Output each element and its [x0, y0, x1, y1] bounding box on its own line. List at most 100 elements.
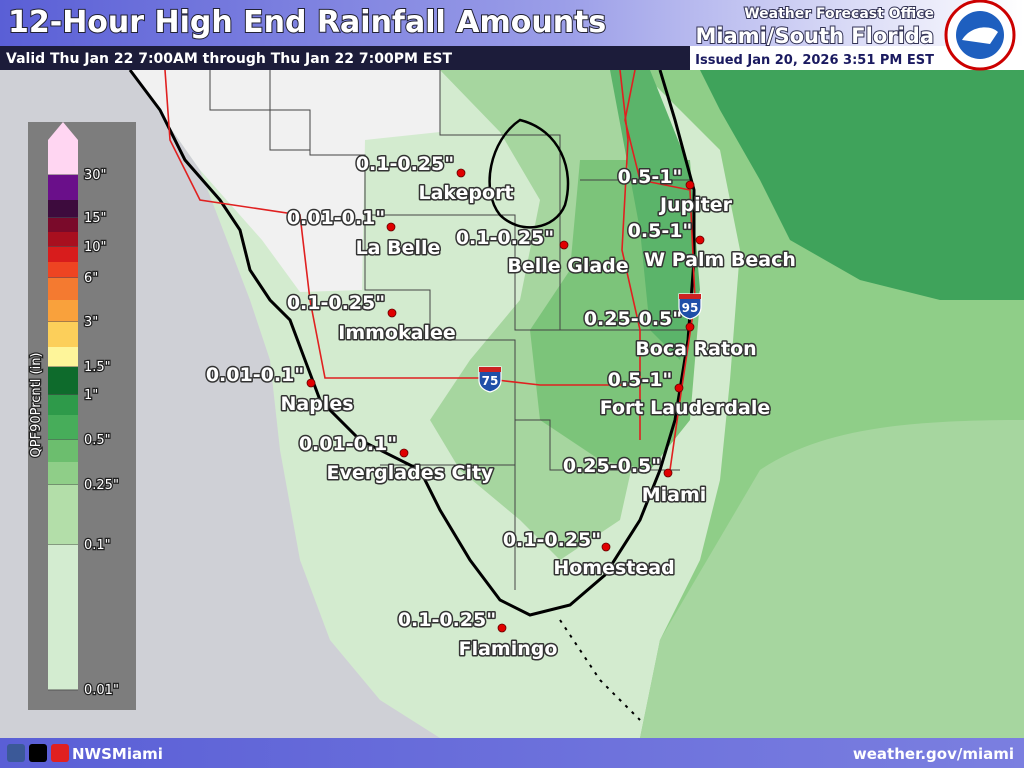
city-dot: [674, 383, 684, 393]
city-name: Flamingo: [459, 638, 558, 660]
nws-logo: [944, 0, 1016, 71]
city-dot: [386, 222, 396, 232]
legend-label: 30": [84, 168, 107, 183]
city-amount: 0.5-1": [608, 369, 673, 391]
facebook-icon[interactable]: [7, 744, 25, 762]
legend-band: [48, 218, 78, 232]
valid-time: Valid Thu Jan 22 7:00AM through Thu Jan …: [6, 51, 452, 67]
city-amount: 0.01-0.1": [287, 207, 385, 229]
footer-bar: [0, 738, 1024, 768]
footer-handle[interactable]: NWSMiami: [72, 745, 163, 763]
city-name: La Belle: [356, 237, 441, 259]
city-amount: 0.1-0.25": [503, 529, 601, 551]
city-amount: 0.5-1": [618, 166, 683, 188]
legend-band: [48, 440, 78, 462]
legend-band: [48, 278, 78, 300]
city-dot: [399, 448, 409, 458]
youtube-icon[interactable]: [51, 744, 69, 762]
city-name: Boca Raton: [635, 338, 756, 360]
city-name: Fort Lauderdale: [600, 397, 770, 419]
lake-okeechobee: [488, 118, 570, 229]
ocean-mid-green: [640, 420, 1024, 738]
legend-band: [48, 367, 78, 395]
city-name: Jupiter: [658, 194, 733, 216]
city-amount: 0.01-0.1": [206, 364, 304, 386]
office-name: Miami/South Florida: [695, 24, 934, 48]
legend-band: [48, 485, 78, 545]
city-name: Belle Glade: [507, 255, 628, 277]
city-dot: [456, 168, 466, 178]
city-name: Everglades City: [327, 462, 495, 484]
city-amount: 0.1-0.25": [456, 227, 554, 249]
city-dot: [306, 378, 316, 388]
city-amount: 0.01-0.1": [299, 433, 397, 455]
legend-label: 10": [84, 240, 107, 255]
keys: [559, 619, 641, 721]
issued-time: Issued Jan 20, 2026 3:51 PM EST: [695, 53, 934, 68]
city-name: Lakeport: [418, 182, 513, 204]
city-amount: 0.1-0.25": [287, 292, 385, 314]
county-lines: [209, 70, 690, 590]
legend-band: [48, 300, 78, 322]
legend-band: [48, 140, 78, 175]
office-label: Weather Forecast Office: [744, 6, 934, 22]
shield: [478, 366, 502, 393]
legend-band: [48, 462, 78, 485]
city-dot: [685, 180, 695, 190]
legend-label: 3": [84, 315, 98, 330]
ocean-dark-green: [700, 70, 1024, 300]
legend-band: [48, 262, 78, 278]
legend-label: 1": [84, 388, 98, 403]
valid-bar: [0, 46, 690, 70]
city-amount: 0.25-0.5": [563, 455, 661, 477]
city-dot: [387, 308, 397, 318]
legend-label: 15": [84, 211, 107, 226]
legend-label: 6": [84, 271, 98, 286]
city-amount: 0.1-0.25": [398, 609, 496, 631]
legend-arrow: [48, 122, 78, 140]
city-dot: [695, 235, 705, 245]
city-dot: [559, 240, 569, 250]
shield-top: [679, 294, 701, 299]
header-bar: [0, 0, 1024, 46]
city-name: W Palm Beach: [644, 249, 796, 271]
city-dot: [663, 468, 673, 478]
interstate-shield: 75: [478, 366, 502, 393]
city-dot: [601, 542, 611, 552]
city-amount: 0.1-0.25": [356, 153, 454, 175]
city-dot: [685, 322, 695, 332]
legend-band: [48, 347, 78, 367]
highways: [164, 69, 696, 471]
x-icon[interactable]: [29, 744, 47, 762]
interstate-shield: 95: [678, 293, 702, 320]
legend-band: [48, 247, 78, 262]
legend-title: QPF90Prcntl (in): [29, 353, 44, 458]
coastline: [128, 69, 696, 617]
shield-number: 75: [482, 374, 499, 388]
legend: 30" 15" 10" 6" 3" 1.5" 1" 0.5" 0.25" 0.1" 0.01": [48, 122, 120, 699]
no-rain-area: [130, 70, 440, 292]
city-name: Naples: [280, 393, 353, 415]
legend-band: [48, 322, 78, 347]
shield: [678, 293, 702, 320]
legend-band: [48, 395, 78, 415]
legend-label: 0.25": [84, 478, 119, 493]
legend-band: [48, 200, 78, 218]
city-amount: 0.5-1": [628, 220, 693, 242]
legend-panel: [28, 122, 136, 710]
city-name: Homestead: [553, 557, 674, 579]
coast-dark-green: [610, 70, 700, 360]
city-name: Miami: [642, 484, 707, 506]
legend-band: [48, 232, 78, 247]
cities: 0.1-0.25" Lakeport 0.01-0.1" La Belle 0.1-0.…: [204, 152, 797, 662]
shield-top: [479, 367, 501, 372]
legend-band: [48, 415, 78, 440]
title: 12-Hour High End Rainfall Amounts: [8, 5, 606, 40]
city-name: Immokalee: [338, 322, 455, 344]
legend-label: 0.01": [84, 683, 119, 698]
footer-url[interactable]: weather.gov/miami: [853, 745, 1014, 763]
legend-band: [48, 545, 78, 690]
legend-label: 0.1": [84, 538, 111, 553]
legend-label: 1.5": [84, 360, 111, 375]
